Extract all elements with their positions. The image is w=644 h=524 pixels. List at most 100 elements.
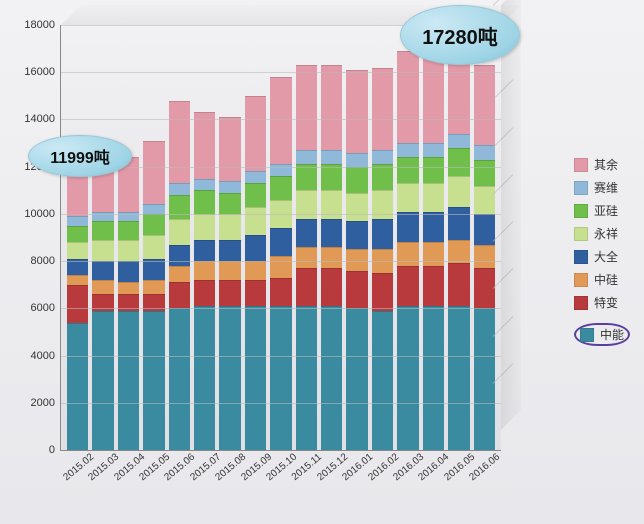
bar-segment	[346, 167, 367, 193]
gridline	[61, 119, 501, 120]
bar-segment	[245, 261, 266, 280]
bar-segment	[448, 240, 469, 264]
bar-segment	[92, 240, 113, 261]
bar-segment	[118, 282, 139, 294]
bar-segment	[219, 240, 240, 261]
legend-swatch	[574, 296, 588, 310]
bar-segment	[270, 176, 291, 200]
bar-segment	[372, 273, 393, 311]
legend-label: 特变	[594, 294, 618, 311]
bar-group: 2016.03	[397, 51, 418, 450]
bar-segment	[194, 280, 215, 306]
bar-segment	[474, 245, 495, 269]
bar-segment	[169, 245, 190, 266]
bar-segment	[143, 141, 164, 205]
bar-segment	[448, 176, 469, 207]
bar-segment	[397, 266, 418, 306]
bar-segment	[448, 207, 469, 240]
bar-segment	[143, 204, 164, 213]
bar-segment	[321, 247, 342, 268]
bar-segment	[67, 216, 88, 225]
legend-item: 赛维	[574, 179, 630, 196]
y-tick-label: 6000	[31, 302, 61, 314]
bar-segment	[372, 68, 393, 151]
bar-segment	[423, 212, 444, 243]
gridline	[61, 308, 501, 309]
bar-segment	[169, 195, 190, 219]
legend-label: 永祥	[594, 225, 618, 242]
bar-segment	[245, 183, 266, 207]
bar-segment	[169, 183, 190, 195]
legend-label: 亚硅	[594, 202, 618, 219]
bar-group: 2015.03	[92, 162, 113, 450]
legend-swatch	[574, 227, 588, 241]
bar-segment	[321, 219, 342, 247]
bar-segment	[296, 150, 317, 164]
bar-segment	[194, 261, 215, 280]
bar-group: 2015.09	[245, 96, 266, 450]
legend-swatch	[574, 273, 588, 287]
bar-group: 2015.06	[169, 101, 190, 450]
bar-group: 2016.06	[474, 65, 495, 450]
legend-item: 其余	[574, 156, 630, 173]
bar-segment	[194, 179, 215, 191]
legend-item: 特变	[574, 294, 630, 311]
bar-segment	[474, 186, 495, 214]
bar-segment	[270, 256, 291, 277]
bar-segment	[219, 117, 240, 181]
bar-segment	[219, 261, 240, 280]
y-tick-label: 18000	[24, 19, 61, 31]
bar-segment	[194, 240, 215, 261]
bar-group: 2015.12	[321, 65, 342, 450]
y-tick-label: 4000	[31, 350, 61, 362]
bar-segment	[321, 306, 342, 450]
bar-segment	[372, 150, 393, 164]
y-tick-label: 2000	[31, 397, 61, 409]
bar-segment	[296, 247, 317, 268]
bar-segment	[372, 219, 393, 250]
bar-segment	[270, 278, 291, 306]
legend-label: 中硅	[594, 271, 618, 288]
bar-segment	[67, 226, 88, 243]
bar-segment	[397, 143, 418, 157]
gridline	[61, 403, 501, 404]
bar-segment	[448, 134, 469, 148]
bar-segment	[296, 164, 317, 190]
bar-segment	[474, 308, 495, 450]
bar-segment	[270, 77, 291, 164]
bar-segment	[397, 183, 418, 211]
bar-segment	[194, 306, 215, 450]
bar-segment	[372, 311, 393, 450]
bar-segment	[423, 51, 444, 143]
bar-segment	[423, 266, 444, 306]
legend: 其余赛维亚硅永祥大全中硅特变中能	[574, 150, 630, 352]
bar-segment	[118, 261, 139, 282]
bar-segment	[194, 112, 215, 178]
bar-segment	[245, 280, 266, 306]
legend-label: 大全	[594, 248, 618, 265]
chart-container: 2015.022015.032015.042015.052015.062015.…	[0, 0, 644, 524]
bar-segment	[423, 306, 444, 450]
bar-segment	[346, 221, 367, 249]
bar-segment	[296, 65, 317, 150]
bar-segment	[423, 157, 444, 183]
bar-segment	[397, 242, 418, 266]
bar-segment	[397, 212, 418, 243]
bar-segment	[169, 101, 190, 184]
bar-segment	[92, 311, 113, 450]
legend-item: 大全	[574, 248, 630, 265]
bar-segment	[372, 164, 393, 190]
bar-segment	[169, 266, 190, 283]
bar-segment	[219, 306, 240, 450]
bar-segment	[118, 221, 139, 240]
gridline	[61, 356, 501, 357]
bar-segment	[346, 249, 367, 270]
bar-segment	[270, 228, 291, 256]
bar-group: 2015.04	[118, 157, 139, 450]
bar-segment	[321, 65, 342, 150]
bar-group: 2016.02	[372, 68, 393, 450]
legend-item: 中硅	[574, 271, 630, 288]
bar-segment	[346, 271, 367, 309]
y-tick-label: 16000	[24, 66, 61, 78]
legend-label: 赛维	[594, 179, 618, 196]
